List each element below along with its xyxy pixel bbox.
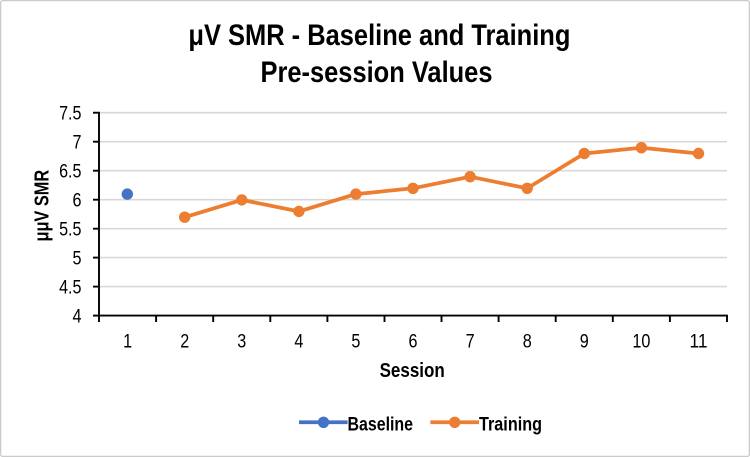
svg-text:Pre-session Values: Pre-session Values bbox=[261, 56, 493, 89]
svg-text:4.5: 4.5 bbox=[59, 278, 81, 299]
svg-text:10: 10 bbox=[632, 331, 650, 352]
svg-text:1: 1 bbox=[123, 331, 132, 352]
svg-text:5: 5 bbox=[73, 249, 82, 270]
svg-text:11: 11 bbox=[690, 331, 708, 352]
svg-text:9: 9 bbox=[580, 331, 589, 352]
svg-text:4: 4 bbox=[294, 331, 303, 352]
svg-text:2: 2 bbox=[180, 331, 189, 352]
svg-text:Training: Training bbox=[479, 413, 542, 435]
svg-text:8: 8 bbox=[523, 331, 532, 352]
svg-text:6: 6 bbox=[409, 331, 418, 352]
svg-text:μμV SMR: μμV SMR bbox=[31, 169, 53, 241]
svg-text:6.5: 6.5 bbox=[59, 162, 81, 183]
svg-text:7.5: 7.5 bbox=[59, 104, 81, 125]
svg-text:5.5: 5.5 bbox=[59, 220, 81, 241]
svg-text:4: 4 bbox=[73, 307, 82, 328]
svg-text:6: 6 bbox=[73, 191, 82, 212]
svg-text:5: 5 bbox=[351, 331, 360, 352]
svg-text:Session: Session bbox=[380, 360, 445, 382]
svg-text:7: 7 bbox=[73, 133, 82, 154]
svg-text:μV SMR - Baseline and Training: μV SMR - Baseline and Training bbox=[188, 19, 570, 52]
svg-text:Baseline: Baseline bbox=[348, 413, 414, 435]
svg-text:3: 3 bbox=[237, 331, 246, 352]
svg-text:7: 7 bbox=[466, 331, 475, 352]
